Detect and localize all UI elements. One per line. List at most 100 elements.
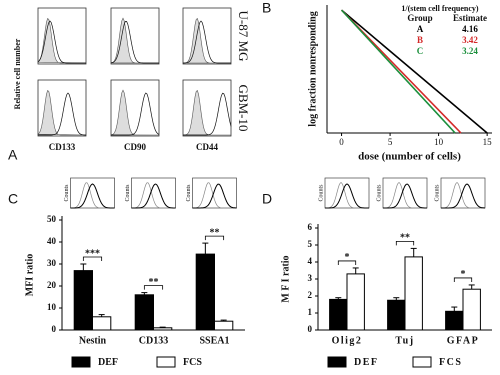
y-tick-label: 0 — [52, 324, 57, 334]
inset-frame — [324, 177, 370, 209]
x-tick-label: Nestin — [79, 335, 107, 346]
y-tick-label: 10 — [47, 302, 57, 312]
table-title: 1/(stem cell frequency) — [401, 4, 478, 13]
significance-label: * — [345, 252, 350, 263]
inset-label: Counts — [434, 184, 440, 202]
inset-curve — [70, 183, 115, 209]
row-label: U-87 MG — [236, 11, 251, 62]
histogram-frame — [110, 79, 160, 137]
x-tick-label: 10 — [434, 137, 444, 147]
significance-bracket — [204, 235, 225, 241]
inset-curve — [192, 182, 237, 209]
x-tick-label: Olig2 — [332, 335, 363, 346]
isotype-curve — [110, 89, 160, 136]
column-label: CD133 — [49, 142, 76, 152]
inset-frame — [382, 177, 428, 209]
y-tick-label: 2 — [308, 290, 313, 300]
marker-curve — [38, 92, 86, 136]
x-tick-label: 0 — [339, 137, 344, 147]
panel-letter: C — [8, 191, 18, 207]
isotype-curve — [37, 90, 87, 136]
bar — [387, 299, 406, 331]
x-tick-label: SSEA1 — [199, 335, 229, 346]
column-label: CD90 — [124, 142, 146, 152]
inset-curve — [325, 182, 369, 209]
y-tick-label: 30 — [47, 258, 57, 268]
column-label: CD44 — [196, 142, 218, 152]
group-name: C — [417, 46, 424, 56]
significance-bracket — [143, 285, 164, 290]
y-tick-label: 20 — [47, 280, 57, 290]
bar — [92, 316, 112, 331]
inset-curve — [192, 183, 237, 209]
x-tick-label: 15 — [483, 137, 493, 147]
marker-curve — [110, 21, 159, 64]
bar — [73, 270, 93, 331]
inset-curve — [131, 183, 176, 209]
x-tick-label: CD133 — [139, 335, 168, 346]
bar — [153, 327, 173, 331]
bar — [462, 288, 481, 331]
y-tick-label: 6 — [308, 222, 313, 232]
y-tick-label: 1 — [308, 307, 313, 317]
bar — [134, 294, 154, 331]
bar — [195, 253, 215, 331]
significance-label: ** — [400, 233, 410, 244]
inset-frame — [131, 177, 176, 209]
legend-label: DEF — [98, 357, 118, 368]
group-estimate: 3.24 — [462, 46, 478, 56]
legend-label: FCS — [439, 357, 462, 368]
y-axis-label: M F I ratio — [280, 255, 291, 302]
y-tick-label: 5 — [308, 239, 313, 249]
x-tick-label: Tuj — [395, 335, 414, 346]
inset-curve — [131, 182, 176, 209]
inset-label: Counts — [376, 184, 382, 202]
legend-swatch — [71, 356, 91, 368]
inset-curve — [70, 182, 115, 209]
inset-curve — [441, 183, 486, 209]
histogram-frame — [182, 7, 232, 65]
x-tick-label: 5 — [388, 137, 393, 147]
inset-curve — [383, 182, 427, 209]
isotype-curve — [182, 18, 231, 64]
bar — [404, 256, 423, 331]
inset-label: Counts — [318, 184, 324, 202]
histogram-frame — [182, 79, 232, 137]
legend-label: DEF — [354, 357, 379, 368]
inset-frame — [192, 177, 237, 209]
group-name: A — [417, 24, 424, 34]
histogram-frame — [37, 79, 87, 137]
table-header: Group — [407, 13, 432, 23]
group-line — [340, 9, 456, 134]
inset-curve — [383, 183, 427, 209]
y-tick-label: 40 — [47, 236, 57, 246]
panel-letter: B — [262, 0, 271, 16]
isotype-curve — [182, 90, 231, 136]
bar — [346, 273, 365, 331]
significance-label: ** — [149, 277, 159, 288]
significance-bracket — [82, 256, 103, 261]
group-estimate: 4.16 — [462, 24, 478, 34]
inset-label: Counts — [64, 184, 70, 202]
significance-label: *** — [85, 248, 100, 259]
y-axis-label: log fraction nonresponding — [307, 11, 318, 126]
row-label: GBM-10 — [236, 85, 251, 132]
panel-letter: A — [8, 147, 18, 163]
histogram-frame — [37, 7, 87, 65]
inset-frame — [70, 177, 115, 209]
table-header: Estimate — [453, 13, 487, 23]
histogram-frame — [110, 7, 160, 65]
inset-curve — [441, 182, 485, 209]
inset-label: Counts — [186, 184, 192, 202]
inset-frame — [440, 177, 486, 209]
bar — [445, 310, 464, 331]
y-axis-label: Relative cell number — [13, 38, 22, 109]
marker-curve — [183, 20, 231, 64]
y-tick-label: 4 — [308, 256, 313, 266]
bar — [214, 320, 234, 331]
x-tick-label: GFAP — [447, 335, 479, 346]
legend-label: FCS — [183, 357, 202, 368]
marker-curve — [183, 92, 232, 136]
group-estimate: 3.42 — [462, 35, 478, 45]
